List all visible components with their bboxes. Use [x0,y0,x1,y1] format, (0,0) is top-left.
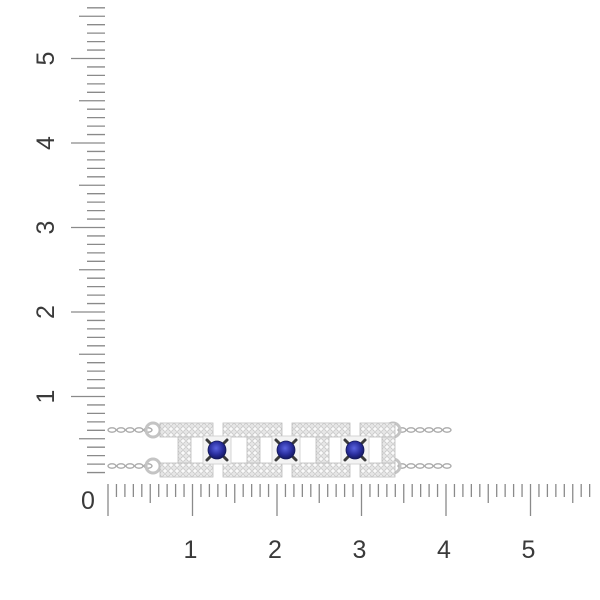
link-bottom-bar [159,462,214,478]
ruler-label-x: 3 [353,536,367,564]
chain-link [415,427,425,433]
chain-link [134,427,144,433]
chain-link [424,427,434,433]
link-post [315,436,330,464]
chain-link [125,463,135,469]
chain-link [116,427,126,433]
jump-ring [144,421,162,439]
link-post [246,436,261,464]
link-top-bar [159,422,214,438]
sapphire-stone [345,440,365,460]
chain-link [397,463,407,469]
chain-link [415,463,425,469]
chain-link [125,427,135,433]
chain-link [116,463,126,469]
link-bottom-bar [359,462,396,478]
ruler-label-x: 5 [522,536,536,564]
chain-link [107,463,117,469]
chain-link [442,427,452,433]
ruler-label-y: 1 [32,390,60,404]
jump-ring [144,457,162,475]
ruler-label-y: 3 [32,221,60,235]
link-post [381,436,396,464]
chain-link [433,427,443,433]
chain-link [433,463,443,469]
chain-link [424,463,434,469]
ruler-label-y: 5 [32,52,60,66]
chain-link [397,427,407,433]
sapphire-stone [207,440,227,460]
chain-link [134,463,144,469]
link-top-bar [359,422,396,438]
link-bottom-bar [291,462,351,478]
ruler-label-x: 4 [437,536,451,564]
link-bottom-bar [222,462,283,478]
ruler-label-y: 2 [32,305,60,319]
horizontal-ruler [107,484,591,516]
chain-link [406,463,416,469]
bracelet [107,421,452,478]
sapphire-stone [276,440,296,460]
chain-link [143,427,153,433]
vertical-ruler [71,7,105,474]
chain-link [143,463,153,469]
link-post [177,436,192,464]
ruler-label-y: 4 [32,136,60,150]
ruler-label-x: 0 [81,487,95,515]
chain-link [107,427,117,433]
ruler-label-x: 1 [184,536,198,564]
chain-link [442,463,452,469]
ruler-label-x: 2 [268,536,282,564]
chain-link [406,427,416,433]
link-top-bar [291,422,351,438]
link-top-bar [222,422,283,438]
